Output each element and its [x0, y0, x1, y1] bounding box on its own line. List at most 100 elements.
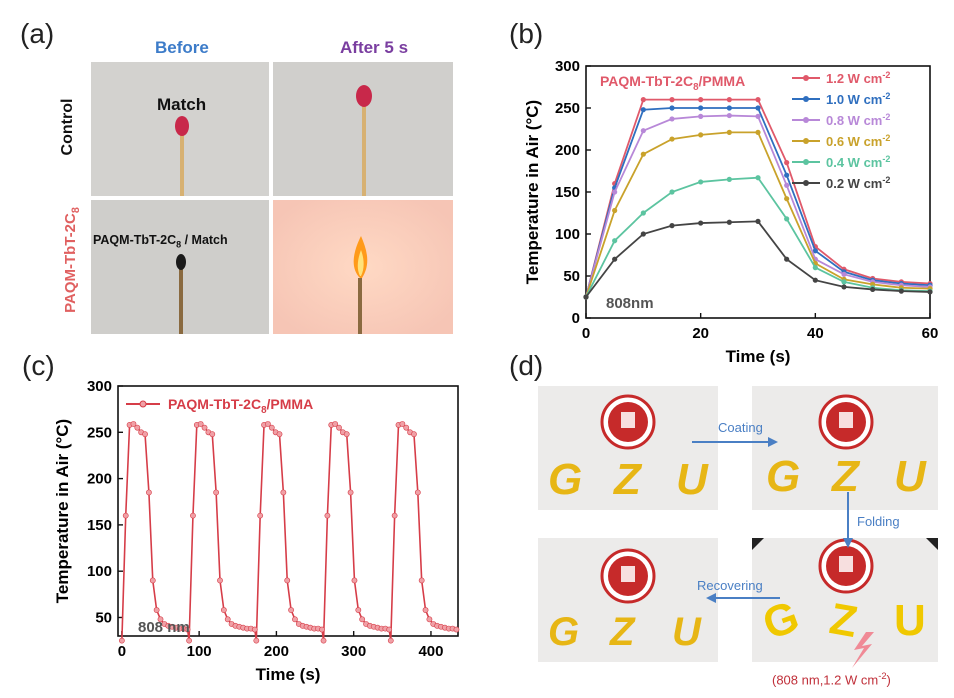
data-point-c — [209, 431, 216, 438]
legend-entry-b: 0.2 W cm-2 — [826, 175, 890, 191]
legend-entry-b: 1.2 W cm-2 — [826, 70, 890, 86]
data-point-c — [276, 431, 283, 438]
data-point-c — [149, 577, 156, 584]
data-point-b — [612, 207, 618, 214]
letter-z-2: Z — [832, 452, 859, 501]
coated-label-tail: / Match — [181, 233, 228, 247]
y-tick-label-c: 200 — [87, 471, 112, 488]
match-label: Match — [157, 95, 207, 114]
photo-sample-after — [273, 200, 453, 334]
data-point-c — [153, 607, 160, 613]
seal-icon-2 — [818, 394, 874, 450]
data-point-c — [220, 607, 227, 613]
data-point-c — [292, 616, 298, 623]
legend-marker-b — [803, 117, 809, 123]
y-tick-label-c: 300 — [87, 378, 112, 395]
legend-entry-b: 0.8 W cm-2 — [826, 112, 890, 128]
seal-icon-3 — [600, 548, 656, 604]
data-point-b — [640, 231, 646, 237]
letter-g-1: G — [548, 455, 583, 504]
data-point-c — [332, 421, 339, 427]
panel-c-label: (c) — [22, 350, 55, 381]
data-point-c — [386, 626, 393, 633]
data-point-c — [359, 616, 366, 623]
data-point-b — [726, 219, 732, 225]
x-axis-label-c: Time (s) — [256, 665, 321, 684]
y-tick-label-c: 250 — [87, 424, 112, 441]
data-point-b — [698, 113, 704, 119]
data-point-c — [422, 607, 429, 613]
data-point-c — [320, 637, 327, 644]
x-tick-label-c: 0 — [118, 643, 126, 660]
plot-frame-c — [117, 385, 459, 637]
seal-icon-1 — [600, 394, 656, 450]
data-point-b — [640, 151, 646, 157]
y-tick-label-b: 300 — [555, 58, 580, 75]
data-point-b — [812, 265, 818, 271]
data-point-c — [343, 431, 350, 438]
data-point-b — [669, 223, 675, 229]
data-point-b — [698, 220, 704, 226]
data-point-c — [411, 431, 417, 438]
y-axis-label-b: Temperature in Air (°C) — [523, 100, 542, 284]
data-point-b — [726, 129, 732, 135]
data-point-c — [184, 626, 191, 633]
y-tick-label-b: 150 — [555, 184, 580, 201]
data-point-b — [640, 210, 646, 216]
coated-match-label: PAQM-TbT-2C8 / Match — [93, 233, 228, 250]
data-point-b — [755, 97, 761, 103]
step-folding-label: Folding — [857, 514, 900, 529]
letter-u-3: U — [672, 610, 701, 654]
data-point-b — [698, 179, 704, 185]
data-point-b — [612, 189, 618, 195]
data-point-c — [355, 607, 362, 613]
data-point-b — [669, 116, 675, 122]
data-point-c — [347, 489, 354, 496]
data-point-c — [391, 512, 398, 519]
condition-text: (808 nm,1.2 W cm — [772, 672, 879, 688]
y-tick-label-c: 50 — [95, 609, 112, 626]
data-point-b — [812, 248, 818, 254]
data-point-c — [253, 637, 260, 644]
data-point-c — [280, 489, 287, 496]
data-point-b — [669, 105, 675, 111]
y-tick-label-b: 250 — [555, 100, 580, 117]
series-line-b — [585, 98, 931, 298]
data-point-b — [583, 294, 589, 300]
data-point-b — [698, 97, 704, 103]
data-point-b — [755, 218, 761, 224]
data-point-c — [453, 626, 460, 633]
letter-g-2: G — [766, 452, 801, 501]
letter-u-2: U — [894, 452, 926, 501]
data-point-b — [755, 105, 761, 111]
data-point-b — [640, 97, 646, 103]
annotation-b: 808nm — [606, 295, 654, 312]
data-point-b — [841, 271, 847, 277]
x-tick-label-b: 20 — [692, 325, 709, 342]
data-point-c — [399, 421, 406, 427]
data-point-c — [146, 489, 152, 496]
data-point-c — [142, 431, 148, 438]
legend-entry-c: PAQM-TbT-2C8/PMMA — [168, 396, 313, 416]
data-point-b — [755, 113, 761, 119]
data-point-b — [784, 172, 790, 178]
x-tick-label-b: 0 — [582, 325, 590, 342]
data-point-b — [784, 216, 790, 222]
legend-marker-b — [803, 75, 809, 81]
data-point-b — [784, 256, 790, 262]
data-point-c — [265, 421, 271, 427]
legend-entry-b: 1.0 W cm-2 — [826, 91, 890, 107]
x-tick-label-b: 60 — [922, 325, 939, 342]
data-point-c — [201, 424, 208, 431]
data-point-c — [118, 637, 125, 644]
annotation-c: 808 nm — [138, 619, 190, 636]
data-point-c — [224, 616, 231, 623]
data-point-c — [403, 424, 410, 431]
data-point-c — [387, 637, 394, 644]
data-point-b — [870, 286, 876, 293]
y-tick-label-b: 200 — [555, 142, 580, 159]
y-axis-label-c: Temperature in Air (°C) — [53, 419, 72, 603]
data-point-b — [898, 288, 904, 294]
x-tick-label-c: 200 — [264, 643, 289, 660]
data-point-b — [726, 105, 732, 111]
